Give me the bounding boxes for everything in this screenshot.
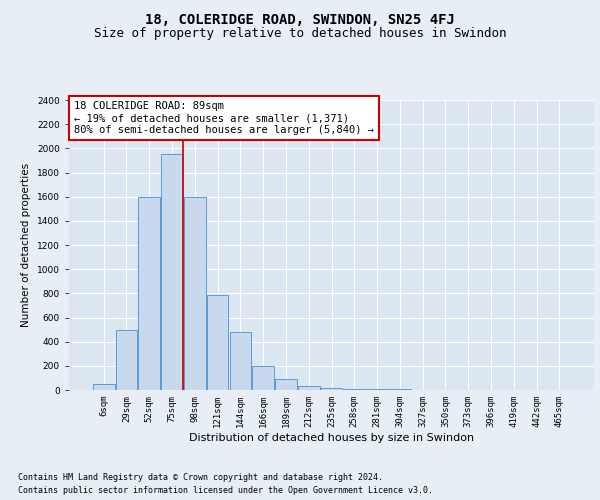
Bar: [230, 332, 251, 390]
Text: Contains HM Land Registry data © Crown copyright and database right 2024.: Contains HM Land Registry data © Crown c…: [18, 472, 383, 482]
Bar: [139, 196, 160, 390]
Y-axis label: Number of detached properties: Number of detached properties: [22, 163, 31, 327]
Bar: [320, 388, 343, 390]
Bar: [184, 196, 206, 390]
Bar: [93, 384, 115, 390]
Bar: [207, 294, 229, 390]
Bar: [116, 330, 137, 390]
Bar: [275, 379, 297, 390]
Text: Size of property relative to detached houses in Swindon: Size of property relative to detached ho…: [94, 28, 506, 40]
Text: 18, COLERIDGE ROAD, SWINDON, SN25 4FJ: 18, COLERIDGE ROAD, SWINDON, SN25 4FJ: [145, 12, 455, 26]
Text: Contains public sector information licensed under the Open Government Licence v3: Contains public sector information licen…: [18, 486, 433, 495]
Bar: [298, 386, 320, 390]
Bar: [161, 154, 183, 390]
Text: 18 COLERIDGE ROAD: 89sqm
← 19% of detached houses are smaller (1,371)
80% of sem: 18 COLERIDGE ROAD: 89sqm ← 19% of detach…: [74, 102, 374, 134]
Bar: [253, 366, 274, 390]
X-axis label: Distribution of detached houses by size in Swindon: Distribution of detached houses by size …: [189, 432, 474, 442]
